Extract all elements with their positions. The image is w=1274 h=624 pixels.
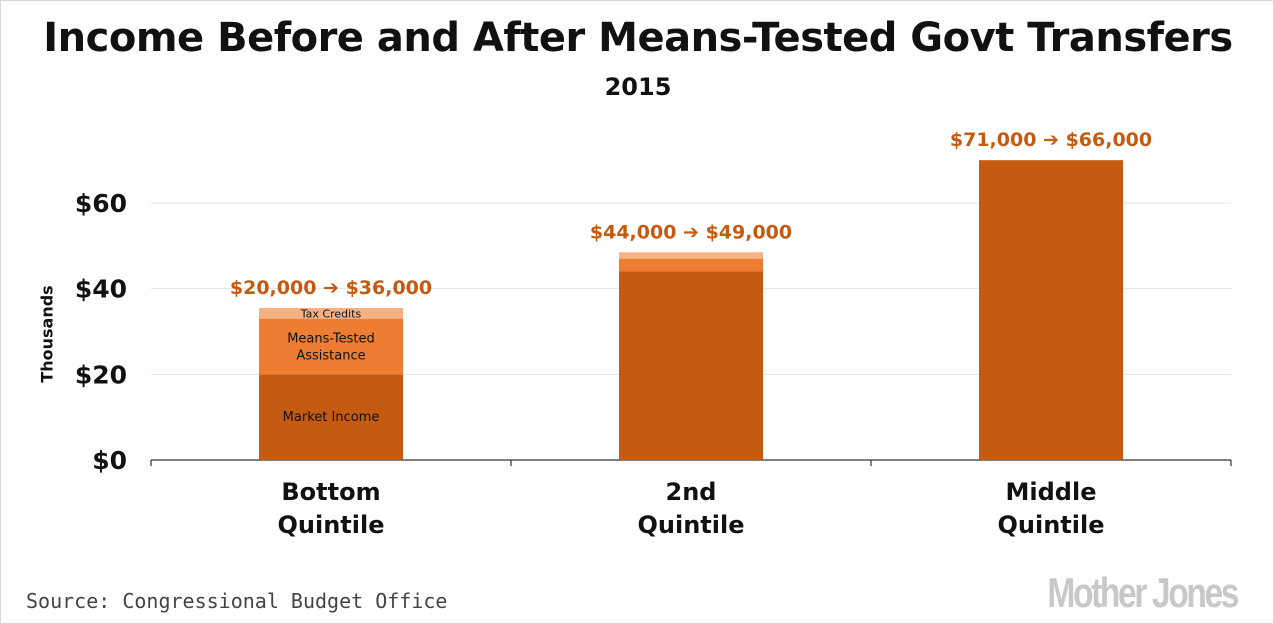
bar-annotation: $71,000 ➔ $66,000 [950,129,1152,151]
bar-segment [259,374,403,460]
segment-label-assistance: Assistance [296,348,365,363]
segment-label-means-tested: Means-Tested [287,331,375,346]
bar-segment [259,307,403,319]
chart-title: Income Before and After Means-Tested Gov… [43,15,1233,61]
bar-segment [619,271,763,460]
x-tick-label: Quintile [997,511,1104,539]
x-tick-label: Middle [1006,478,1097,506]
y-tick-label: $0 [92,446,127,475]
bar-chart: $0 $20 $40 $60 $20,000 ➔ $36,000 Bottom Quinti… [75,129,1232,539]
x-tick-label: Quintile [277,511,384,539]
source-note: Source: Congressional Budget Office [26,589,448,613]
y-tick-label: $20 [75,360,127,389]
x-tick-label: Quintile [637,511,744,539]
bar-annotation: $44,000 ➔ $49,000 [590,221,792,243]
x-tick-label: 2nd [666,478,717,506]
x-tick-label: Bottom [281,478,380,506]
y-tick-label: $60 [75,189,127,218]
bar-segment [979,160,1123,460]
chart-subtitle: 2015 [604,73,672,101]
bar-segment [619,258,763,272]
y-tick-label: $40 [75,275,127,304]
bar-annotation: $20,000 ➔ $36,000 [230,277,432,299]
segment-label-market-income: Market Income [283,410,380,425]
brand-logo: Mother Jones [1047,569,1239,616]
bar-segment [619,252,763,259]
bar-segment [259,318,403,375]
segment-label-tax-credits: Tax Credits [300,307,362,320]
